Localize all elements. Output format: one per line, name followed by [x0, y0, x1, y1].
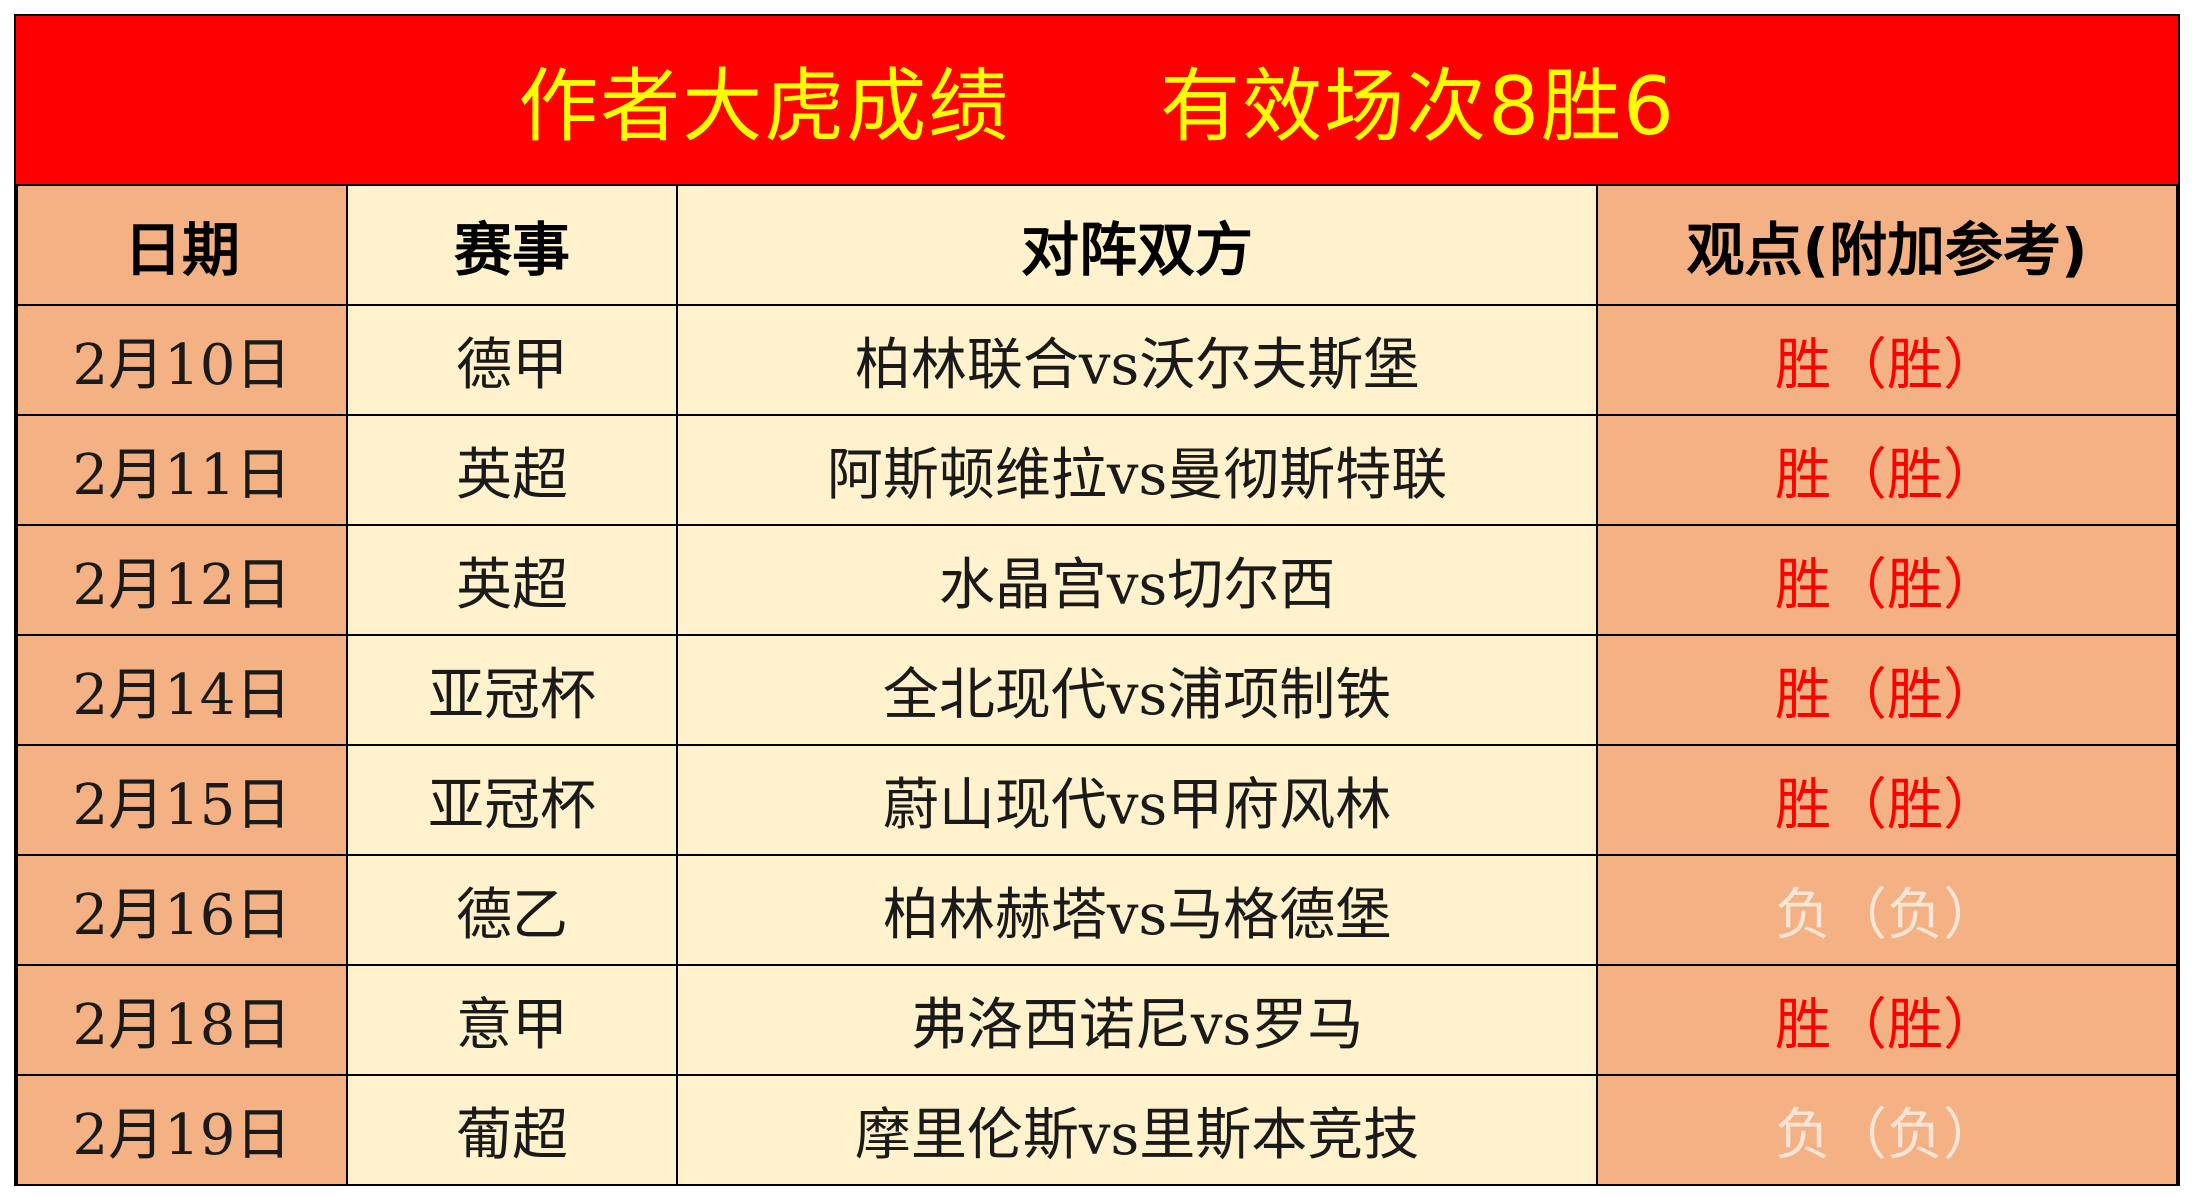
banner-title: 作者大虎成绩 [518, 60, 1011, 153]
league-cell: 亚冠杯 [346, 634, 678, 746]
table-row: 2月18日 意甲 弗洛西诺尼vs罗马 胜（胜） [16, 964, 2178, 1076]
date-cell: 2月11日 [16, 414, 348, 526]
date-cell: 2月18日 [16, 964, 348, 1076]
league-cell: 英超 [346, 414, 678, 526]
table-row: 2月10日 德甲 柏林联合vs沃尔夫斯堡 胜（胜） [16, 304, 2178, 416]
view-cell: 胜（胜） [1596, 524, 2178, 636]
results-sheet: 作者大虎成绩 有效场次8胜6 日期 赛事 对阵双方 观点(附加参考) 2月10日… [14, 14, 2180, 1186]
match-cell: 摩里伦斯vs里斯本竞技 [676, 1074, 1598, 1186]
league-cell: 亚冠杯 [346, 744, 678, 856]
view-cell: 胜（胜） [1596, 304, 2178, 416]
banner-record: 有效场次8胜6 [1160, 60, 1676, 153]
league-cell: 德甲 [346, 304, 678, 416]
table-row: 2月11日 英超 阿斯顿维拉vs曼彻斯特联 胜（胜） [16, 414, 2178, 526]
date-cell: 2月15日 [16, 744, 348, 856]
league-cell: 德乙 [346, 854, 678, 966]
table-row: 2月15日 亚冠杯 蔚山现代vs甲府风林 胜（胜） [16, 744, 2178, 856]
view-cell: 胜（胜） [1596, 414, 2178, 526]
date-cell: 2月14日 [16, 634, 348, 746]
league-cell: 葡超 [346, 1074, 678, 1186]
match-cell: 水晶宫vs切尔西 [676, 524, 1598, 636]
match-cell: 柏林联合vs沃尔夫斯堡 [676, 304, 1598, 416]
header-date: 日期 [16, 184, 348, 306]
date-cell: 2月16日 [16, 854, 348, 966]
table-row: 2月16日 德乙 柏林赫塔vs马格德堡 负（负） [16, 854, 2178, 966]
header-league: 赛事 [346, 184, 678, 306]
date-cell: 2月12日 [16, 524, 348, 636]
date-cell: 2月10日 [16, 304, 348, 416]
results-body: 2月10日 德甲 柏林联合vs沃尔夫斯堡 胜（胜） 2月11日 英超 阿斯顿维拉… [16, 304, 2178, 1186]
header-row: 日期 赛事 对阵双方 观点(附加参考) [16, 184, 2178, 306]
view-cell: 负（负） [1596, 1074, 2178, 1186]
match-cell: 弗洛西诺尼vs罗马 [676, 964, 1598, 1076]
date-cell: 2月19日 [16, 1074, 348, 1186]
view-cell: 胜（胜） [1596, 634, 2178, 746]
title-banner: 作者大虎成绩 有效场次8胜6 [16, 16, 2178, 186]
view-cell: 胜（胜） [1596, 744, 2178, 856]
view-cell: 负（负） [1596, 854, 2178, 966]
header-match: 对阵双方 [676, 184, 1598, 306]
league-cell: 意甲 [346, 964, 678, 1076]
match-cell: 阿斯顿维拉vs曼彻斯特联 [676, 414, 1598, 526]
match-cell: 蔚山现代vs甲府风林 [676, 744, 1598, 856]
match-cell: 柏林赫塔vs马格德堡 [676, 854, 1598, 966]
results-table: 日期 赛事 对阵双方 观点(附加参考) 2月10日 德甲 柏林联合vs沃尔夫斯堡… [16, 184, 2178, 1186]
table-row: 2月19日 葡超 摩里伦斯vs里斯本竞技 负（负） [16, 1074, 2178, 1186]
table-row: 2月14日 亚冠杯 全北现代vs浦项制铁 胜（胜） [16, 634, 2178, 746]
table-row: 2月12日 英超 水晶宫vs切尔西 胜（胜） [16, 524, 2178, 636]
match-cell: 全北现代vs浦项制铁 [676, 634, 1598, 746]
league-cell: 英超 [346, 524, 678, 636]
header-view: 观点(附加参考) [1596, 184, 2178, 306]
view-cell: 胜（胜） [1596, 964, 2178, 1076]
